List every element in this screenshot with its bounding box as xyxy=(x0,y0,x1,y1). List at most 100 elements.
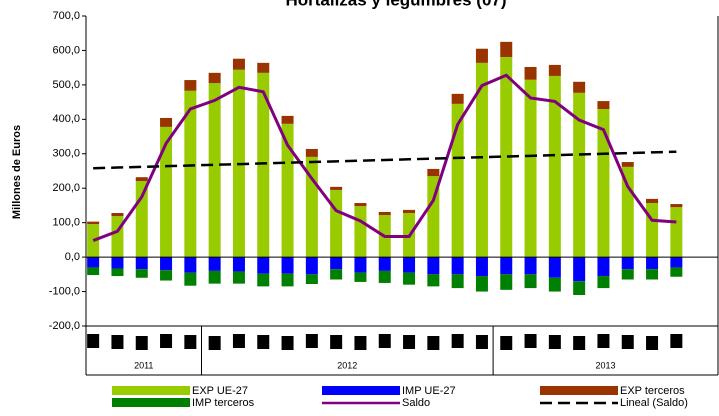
bar xyxy=(330,257,343,270)
bar xyxy=(354,257,367,273)
bar xyxy=(281,257,294,274)
bar xyxy=(87,267,100,276)
legend-label: IMP terceros xyxy=(192,397,255,409)
category-glyph xyxy=(670,334,683,348)
bar xyxy=(451,274,464,289)
category-glyph xyxy=(354,336,367,350)
bar xyxy=(281,273,294,287)
bar xyxy=(232,271,245,284)
category-glyph xyxy=(646,336,659,350)
bar xyxy=(184,257,197,273)
bar xyxy=(378,270,391,283)
bar xyxy=(378,257,391,271)
bar xyxy=(670,267,683,277)
bar xyxy=(427,257,440,275)
legend-swatch xyxy=(112,386,190,395)
bar xyxy=(135,177,148,181)
bar xyxy=(548,64,561,76)
bar xyxy=(281,123,294,258)
category-glyph xyxy=(597,334,610,348)
bar xyxy=(573,92,586,258)
bar xyxy=(621,257,634,270)
bar xyxy=(135,180,148,258)
bar xyxy=(305,148,318,157)
category-glyph xyxy=(184,335,197,349)
bar xyxy=(281,115,294,124)
bar xyxy=(378,211,391,216)
bar xyxy=(305,257,318,275)
category-glyph xyxy=(330,335,343,349)
bar xyxy=(160,117,173,127)
bar xyxy=(427,274,440,287)
bar xyxy=(354,206,367,258)
bar xyxy=(646,198,659,204)
y-tick-label: -200,0 xyxy=(49,320,80,332)
bar xyxy=(621,269,634,280)
y-axis-label: Millones de Euros xyxy=(11,125,23,219)
bar xyxy=(548,277,561,292)
y-tick-label: 500,0 xyxy=(52,79,80,91)
category-glyph xyxy=(135,336,148,350)
legend-label: EXP terceros xyxy=(620,385,685,397)
bar xyxy=(500,41,513,57)
bar xyxy=(160,257,173,271)
bar xyxy=(621,162,634,167)
bar xyxy=(111,268,124,277)
year-label: 2011 xyxy=(134,360,153,370)
y-tick-label: 100,0 xyxy=(52,217,80,229)
legend-label: Lineal (Saldo) xyxy=(620,397,688,409)
category-glyph xyxy=(305,334,318,348)
bar xyxy=(305,274,318,284)
bar xyxy=(524,274,537,289)
y-tick-label: 0,0 xyxy=(65,251,80,263)
bar xyxy=(208,72,221,84)
category-glyph xyxy=(524,334,537,348)
bar xyxy=(135,257,148,270)
category-glyph xyxy=(111,335,124,349)
bar xyxy=(475,276,488,292)
category-glyph xyxy=(232,334,245,348)
bar xyxy=(451,93,464,104)
bar xyxy=(135,269,148,278)
bar xyxy=(646,203,659,258)
bar xyxy=(111,216,124,258)
bar xyxy=(500,257,513,275)
category-glyph xyxy=(475,335,488,349)
bar xyxy=(500,56,513,258)
bar xyxy=(597,101,610,109)
bar xyxy=(646,257,659,270)
category-glyph xyxy=(573,336,586,350)
bar xyxy=(573,281,586,295)
category-glyph xyxy=(500,336,513,350)
bar xyxy=(524,79,537,258)
bar xyxy=(257,257,270,274)
bar xyxy=(208,270,221,284)
y-tick-label: 400,0 xyxy=(52,113,80,125)
bar xyxy=(451,103,464,258)
chart-title: Hortalizas y legumbres (07) xyxy=(285,0,506,9)
bar xyxy=(87,221,100,225)
y-tick-label: 700,0 xyxy=(52,10,80,22)
bar xyxy=(524,257,537,275)
bar xyxy=(451,257,464,275)
category-glyph xyxy=(87,334,100,348)
bar xyxy=(427,176,440,258)
bar xyxy=(403,272,416,285)
bar xyxy=(403,209,416,214)
bar xyxy=(208,257,221,271)
bar xyxy=(475,257,488,277)
bar xyxy=(160,270,173,281)
bar xyxy=(330,186,343,190)
legend-swatch xyxy=(540,386,618,395)
category-glyph xyxy=(208,336,221,350)
bar xyxy=(111,257,124,269)
bar xyxy=(257,273,270,287)
category-glyph xyxy=(160,334,173,348)
bar xyxy=(257,72,270,258)
legend-label: EXP UE-27 xyxy=(192,385,248,397)
legend-label: Saldo xyxy=(402,397,430,409)
category-glyph xyxy=(621,335,634,349)
bar xyxy=(184,90,197,258)
bar xyxy=(670,207,683,258)
